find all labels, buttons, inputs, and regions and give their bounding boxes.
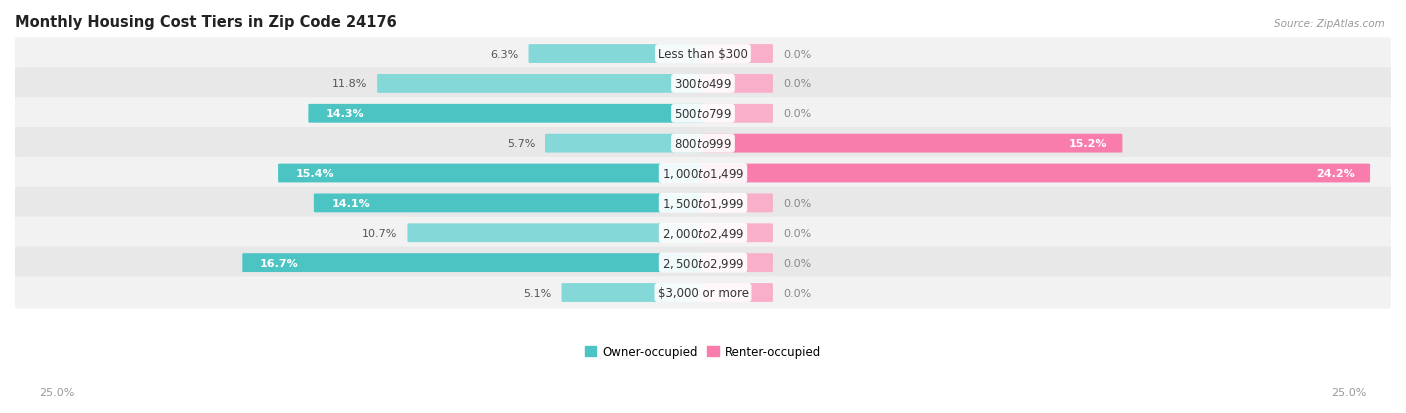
FancyBboxPatch shape — [408, 224, 704, 242]
Text: Monthly Housing Cost Tiers in Zip Code 24176: Monthly Housing Cost Tiers in Zip Code 2… — [15, 15, 396, 30]
Text: 14.3%: 14.3% — [326, 109, 364, 119]
FancyBboxPatch shape — [702, 283, 773, 302]
Text: 25.0%: 25.0% — [39, 387, 75, 397]
FancyBboxPatch shape — [14, 38, 1392, 71]
Text: $2,000 to $2,499: $2,000 to $2,499 — [662, 226, 744, 240]
Text: 14.1%: 14.1% — [332, 198, 370, 209]
Text: 0.0%: 0.0% — [783, 50, 811, 59]
FancyBboxPatch shape — [14, 157, 1392, 190]
Text: $300 to $499: $300 to $499 — [673, 78, 733, 91]
FancyBboxPatch shape — [14, 98, 1392, 130]
Text: 5.1%: 5.1% — [523, 288, 551, 298]
FancyBboxPatch shape — [702, 134, 1122, 153]
Text: $1,000 to $1,499: $1,000 to $1,499 — [662, 166, 744, 180]
Text: 0.0%: 0.0% — [783, 109, 811, 119]
Legend: Owner-occupied, Renter-occupied: Owner-occupied, Renter-occupied — [579, 341, 827, 363]
FancyBboxPatch shape — [314, 194, 704, 213]
Text: 15.4%: 15.4% — [295, 169, 335, 178]
FancyBboxPatch shape — [14, 128, 1392, 160]
FancyBboxPatch shape — [546, 134, 704, 153]
FancyBboxPatch shape — [702, 75, 773, 94]
Text: 0.0%: 0.0% — [783, 288, 811, 298]
Text: 0.0%: 0.0% — [783, 198, 811, 209]
Text: 11.8%: 11.8% — [332, 79, 367, 89]
Text: Less than $300: Less than $300 — [658, 48, 748, 61]
FancyBboxPatch shape — [702, 224, 773, 242]
FancyBboxPatch shape — [308, 104, 704, 123]
Text: 5.7%: 5.7% — [506, 139, 536, 149]
FancyBboxPatch shape — [14, 188, 1392, 219]
FancyBboxPatch shape — [561, 283, 704, 302]
Text: $500 to $799: $500 to $799 — [673, 107, 733, 121]
FancyBboxPatch shape — [702, 194, 773, 213]
Text: 15.2%: 15.2% — [1069, 139, 1108, 149]
Text: 0.0%: 0.0% — [783, 228, 811, 238]
FancyBboxPatch shape — [14, 217, 1392, 249]
Text: $800 to $999: $800 to $999 — [673, 137, 733, 150]
FancyBboxPatch shape — [702, 164, 1369, 183]
Text: $1,500 to $1,999: $1,500 to $1,999 — [662, 197, 744, 210]
FancyBboxPatch shape — [242, 254, 704, 273]
FancyBboxPatch shape — [14, 277, 1392, 309]
Text: 10.7%: 10.7% — [363, 228, 398, 238]
Text: 0.0%: 0.0% — [783, 258, 811, 268]
Text: 24.2%: 24.2% — [1316, 169, 1355, 178]
Text: 6.3%: 6.3% — [491, 50, 519, 59]
Text: 25.0%: 25.0% — [1331, 387, 1367, 397]
FancyBboxPatch shape — [14, 68, 1392, 100]
FancyBboxPatch shape — [702, 254, 773, 273]
Text: $3,000 or more: $3,000 or more — [658, 286, 748, 299]
FancyBboxPatch shape — [14, 247, 1392, 279]
FancyBboxPatch shape — [278, 164, 704, 183]
Text: Source: ZipAtlas.com: Source: ZipAtlas.com — [1274, 19, 1385, 28]
FancyBboxPatch shape — [702, 104, 773, 123]
FancyBboxPatch shape — [702, 45, 773, 64]
Text: $2,500 to $2,999: $2,500 to $2,999 — [662, 256, 744, 270]
FancyBboxPatch shape — [529, 45, 704, 64]
Text: 16.7%: 16.7% — [260, 258, 298, 268]
FancyBboxPatch shape — [377, 75, 704, 94]
Text: 0.0%: 0.0% — [783, 79, 811, 89]
